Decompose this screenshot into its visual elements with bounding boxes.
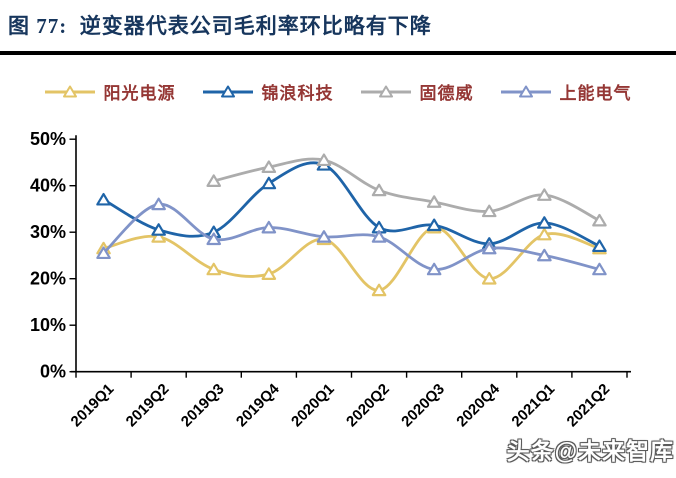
- svg-text:2019Q4: 2019Q4: [233, 380, 283, 430]
- svg-text:10%: 10%: [30, 315, 66, 335]
- legend-item-2: 固德威: [360, 79, 474, 104]
- legend-label: 固德威: [419, 83, 474, 103]
- svg-text:2021Q1: 2021Q1: [508, 381, 558, 431]
- legend-marker-icon: [500, 85, 551, 98]
- legend-item-1: 锦浪科技: [202, 79, 334, 104]
- svg-text:20%: 20%: [30, 269, 66, 289]
- legend-label: 阳光电源: [103, 83, 176, 103]
- legend-marker-icon: [202, 85, 253, 98]
- line-chart: 0% 10% 20% 30% 40% 50% 2019Q1 2019Q2 2019Q3 2019Q…: [30, 129, 631, 431]
- svg-text:2019Q2: 2019Q2: [123, 381, 173, 431]
- svg-text:2020Q4: 2020Q4: [453, 380, 503, 430]
- svg-text:2019Q1: 2019Q1: [68, 381, 118, 431]
- svg-text:0%: 0%: [40, 362, 66, 382]
- legend-item-0: 阳光电源: [44, 79, 176, 104]
- svg-text:30%: 30%: [30, 222, 66, 242]
- svg-text:2019Q3: 2019Q3: [178, 381, 228, 431]
- svg-text:2021Q2: 2021Q2: [564, 381, 614, 431]
- svg-text:50%: 50%: [30, 129, 66, 149]
- chart-legend: 阳光电源 锦浪科技 固德威 上能电气: [0, 76, 676, 106]
- legend-label: 上能电气: [559, 83, 632, 103]
- legend-marker-icon: [360, 85, 411, 98]
- svg-text:40%: 40%: [30, 176, 66, 196]
- figure-title: 图 77: 逆变器代表公司毛利率环比略有下降: [8, 14, 432, 38]
- svg-text:2020Q3: 2020Q3: [398, 381, 448, 431]
- watermark: 头条@未来智库: [506, 438, 674, 464]
- legend-label: 锦浪科技: [261, 83, 334, 103]
- svg-text:2020Q2: 2020Q2: [343, 381, 393, 431]
- legend-marker-icon: [44, 85, 95, 98]
- title-divider: [0, 51, 676, 55]
- legend-item-3: 上能电气: [500, 79, 632, 104]
- svg-text:2020Q1: 2020Q1: [288, 381, 338, 431]
